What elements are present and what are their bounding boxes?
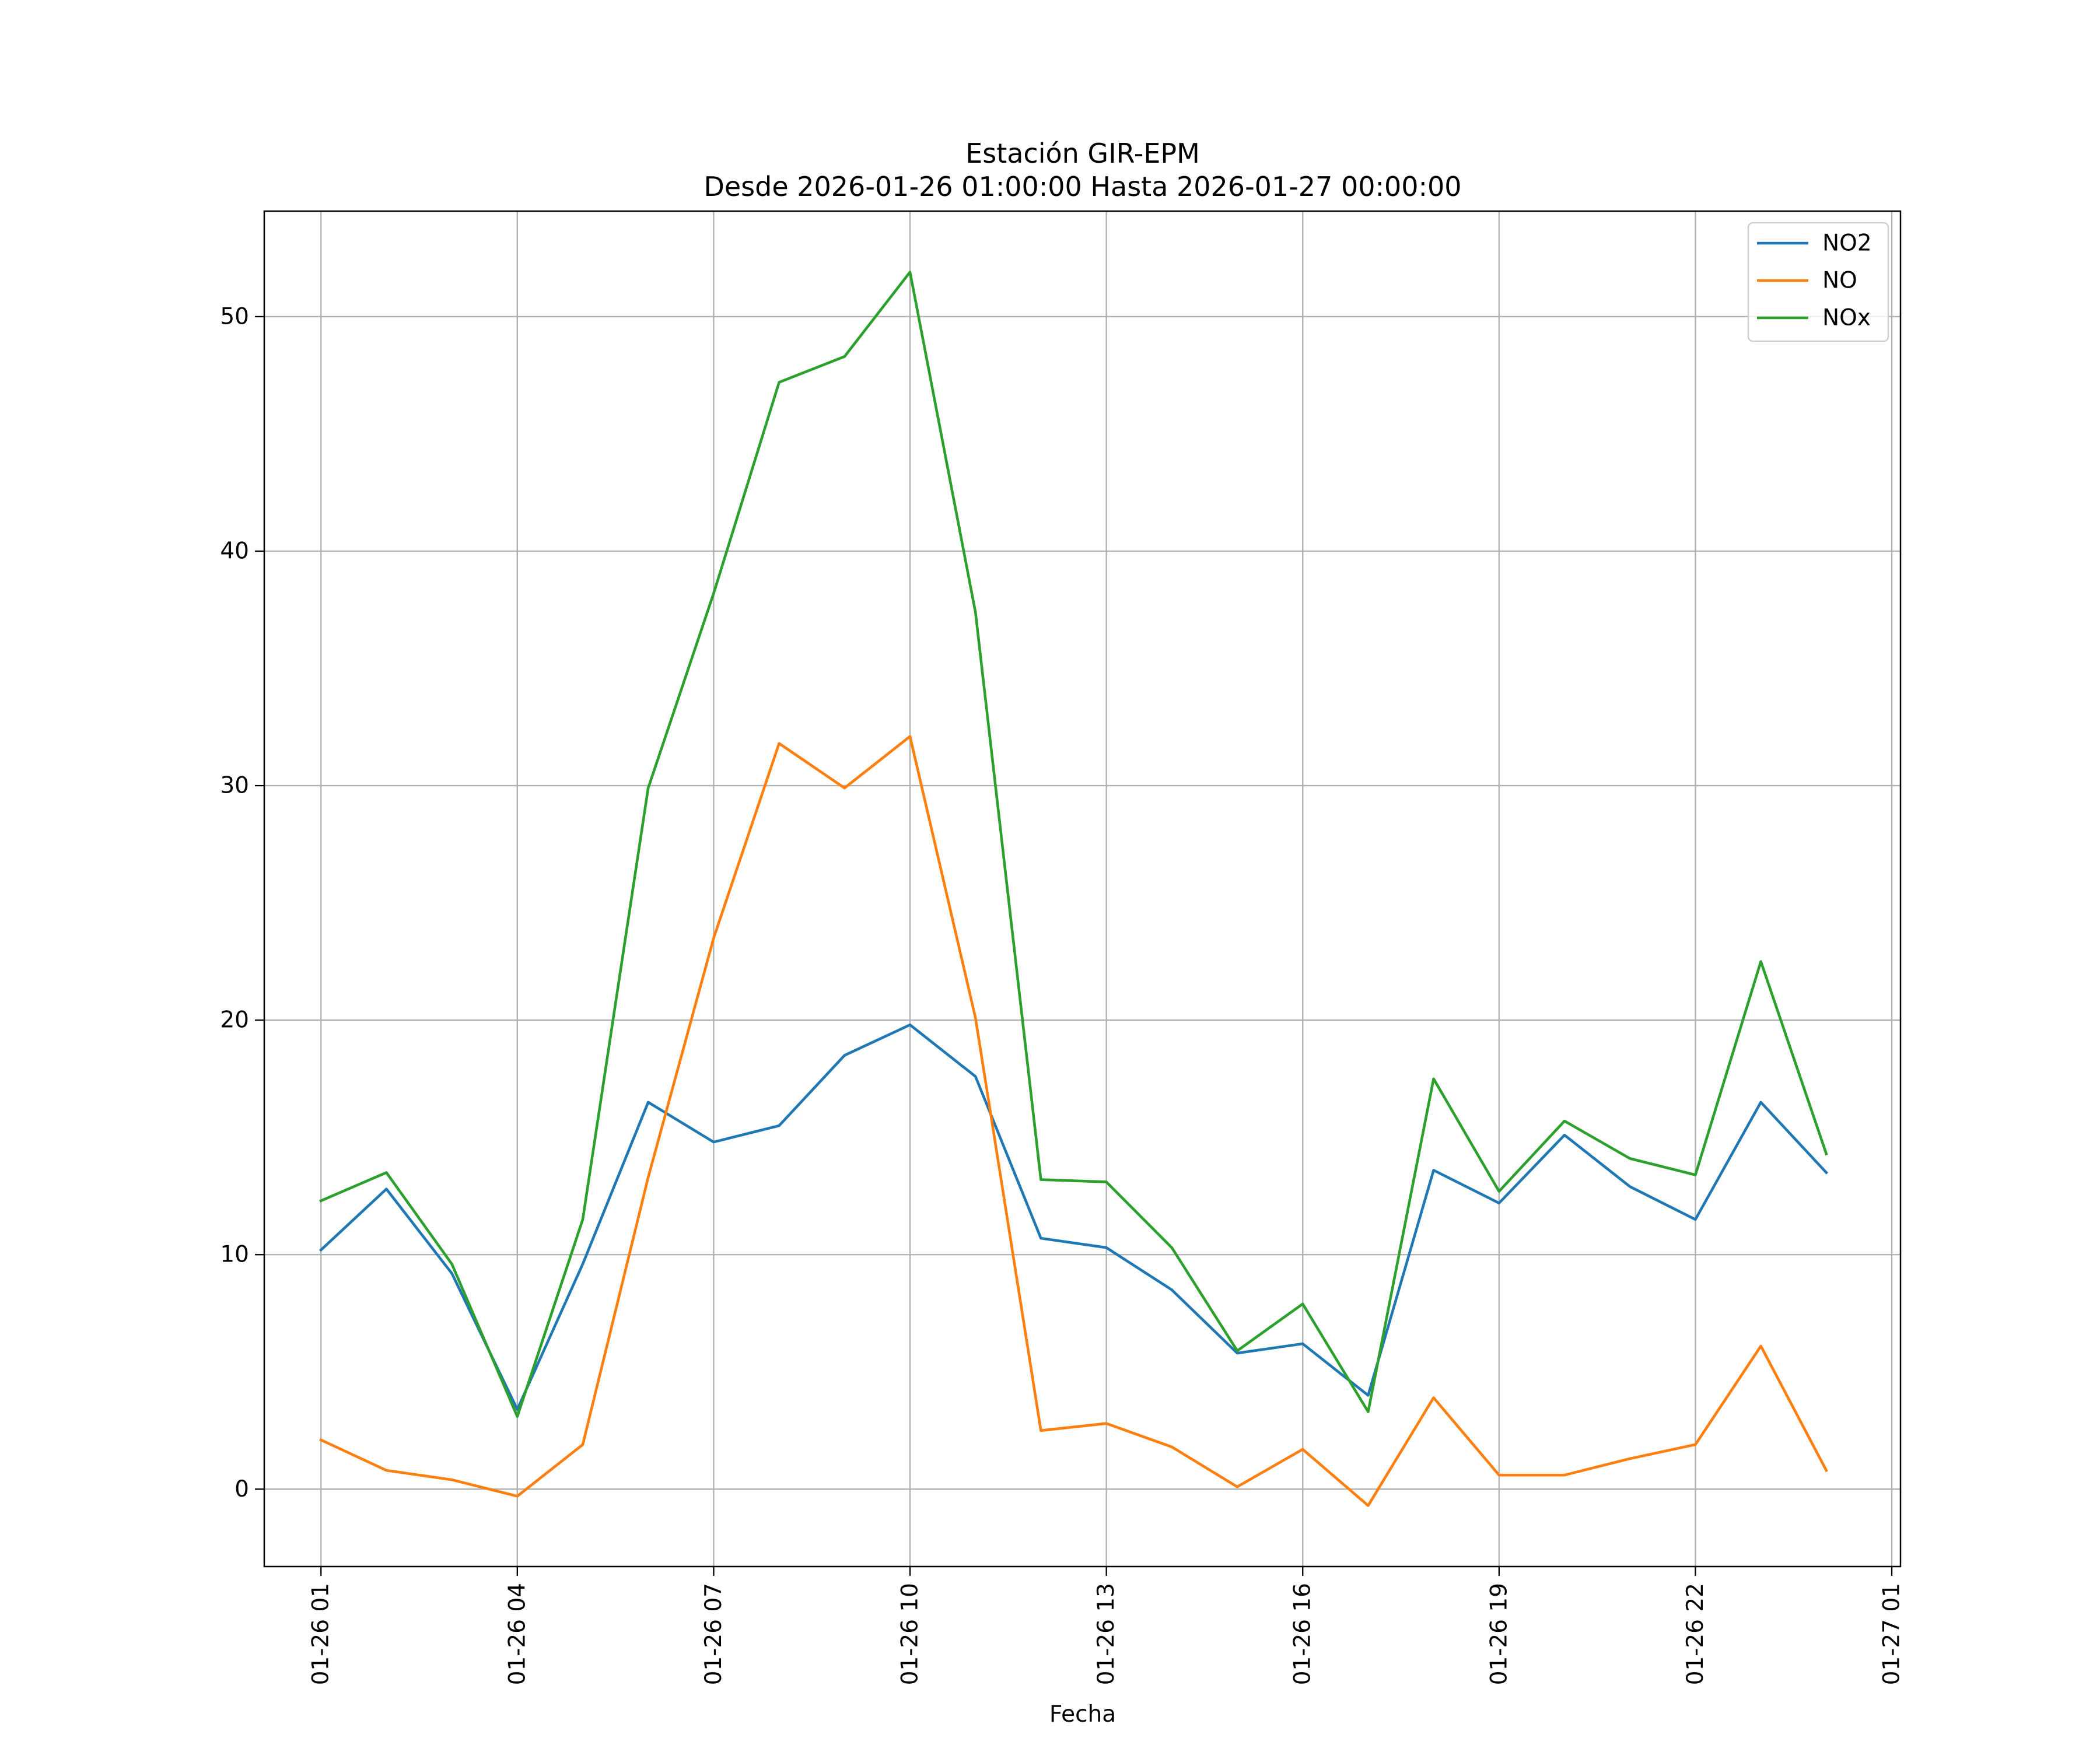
x-tick-label: 01-26 19: [1486, 1583, 1512, 1685]
legend: NO2 NO NOx: [1747, 222, 1889, 342]
legend-label-no2: NO2: [1822, 230, 1872, 257]
x-tick-label: 01-26 16: [1290, 1583, 1316, 1685]
legend-entries: NO2 NO NOx: [1757, 230, 1872, 331]
y-tick-label: 20: [220, 1007, 249, 1033]
x-tick-label: 01-26 10: [897, 1583, 923, 1685]
x-axis-label: Fecha: [1049, 1701, 1116, 1728]
x-axis: 01-26 01 01-26 04 01-26 07 01-26 10 01-26 13…: [308, 1567, 1905, 1685]
x-tick-label: 01-26 01: [308, 1583, 334, 1685]
legend-box: [1747, 222, 1889, 342]
x-tick-label: 01-26 07: [701, 1583, 727, 1685]
x-tick-label: 01-26 22: [1682, 1583, 1709, 1685]
chart-title: Estación GIR-EPM: [965, 138, 1200, 169]
grid: [264, 211, 1901, 1567]
series-line-no: [319, 735, 1828, 1507]
y-tick-label: 0: [235, 1476, 249, 1502]
legend-label-nox: NOx: [1822, 305, 1871, 331]
y-axis: 0 10 20 30 40 50: [220, 303, 264, 1502]
plot-area-frame: [263, 210, 1902, 1568]
y-tick-label: 40: [220, 538, 249, 565]
x-tick-label: 01-26 04: [504, 1583, 530, 1685]
x-tick-label: 01-27 01: [1879, 1583, 1905, 1685]
y-tick-label: 10: [220, 1242, 249, 1268]
chart-subtitle: Desde 2026-01-26 01:00:00 Hasta 2026-01-…: [704, 171, 1461, 202]
y-tick-label: 50: [220, 303, 249, 330]
x-tick-label: 01-26 13: [1093, 1583, 1119, 1685]
series-line-no2: [318, 1023, 1829, 1411]
y-tick-label: 30: [220, 773, 249, 799]
series-lines: [318, 271, 1829, 1507]
series-line-nox: [319, 271, 1828, 1418]
legend-label-no: NO: [1822, 268, 1857, 294]
